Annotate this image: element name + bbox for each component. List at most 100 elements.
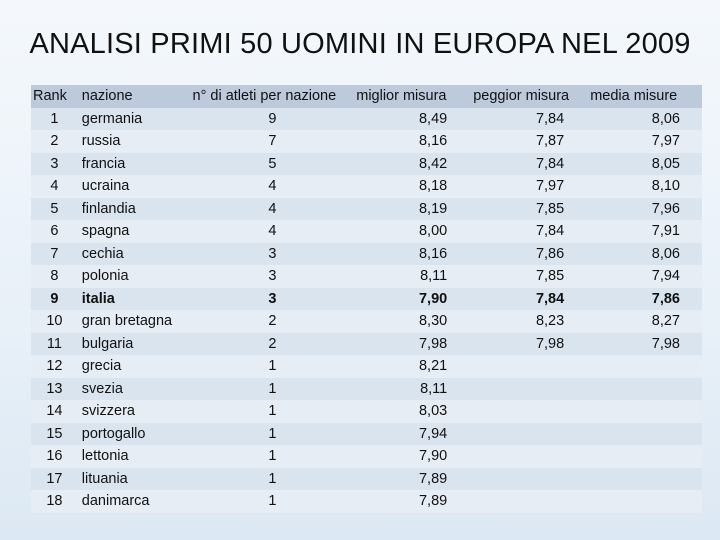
cell-avg (588, 490, 702, 513)
table-row: 6 spagna 4 8,00 7,84 7,91 (31, 220, 702, 243)
cell-nation: danimarca (81, 493, 150, 510)
cell-best: 7,89 (418, 493, 448, 510)
results-table: Rank nazione n° di atleti per nazione mi… (31, 85, 702, 513)
cell-athletes: 2 (268, 335, 277, 352)
cell-rank: 17 (46, 470, 63, 487)
cell-rank: 2 (50, 133, 59, 150)
table-row: 15 portogallo 1 7,94 (31, 422, 702, 446)
cell-rank: 18 (46, 493, 63, 510)
table-row: 1 germania 9 8,49 7,84 8,06 (31, 107, 702, 130)
cell-best: 8,11 (420, 268, 448, 285)
cell-nation: finlandia (81, 200, 136, 217)
table-row: 8 polonia 3 8,11 7,85 7,94 (31, 265, 702, 288)
table-row: 18 danimarca 1 7,89 (31, 490, 702, 513)
cell-avg: 7,96 (651, 200, 680, 217)
cell-nation: italia (81, 290, 115, 307)
cell-nation: bulgaria (81, 335, 134, 352)
table-row: 17 lituania 1 7,89 (31, 467, 702, 491)
header-athletes: n° di atleti per nazione (192, 88, 337, 105)
cell-worst: 7,97 (535, 178, 565, 195)
cell-worst: 8,23 (535, 313, 565, 330)
cell-best: 8,03 (418, 403, 448, 420)
cell-rank: 9 (50, 290, 59, 307)
cell-avg: 7,94 (651, 268, 680, 285)
cell-rank: 16 (46, 448, 63, 465)
table-row: 14 svizzera 1 8,03 (31, 400, 702, 423)
cell-worst: 7,98 (535, 335, 565, 352)
cell-worst (471, 445, 588, 468)
table-row: 2 russia 7 8,16 7,87 7,97 (31, 130, 702, 153)
table-header-row: Rank nazione n° di atleti per nazione mi… (31, 85, 702, 108)
cell-rank: 10 (46, 313, 63, 330)
cell-worst (471, 423, 588, 446)
cell-best: 7,90 (418, 448, 448, 465)
cell-nation: grecia (81, 358, 122, 375)
cell-nation: cechia (81, 245, 124, 262)
cell-rank: 1 (50, 110, 59, 127)
cell-avg: 8,06 (651, 245, 680, 262)
cell-best: 8,42 (418, 155, 448, 172)
cell-avg: 7,91 (651, 223, 680, 240)
cell-best: 8,49 (418, 110, 448, 127)
header-worst: peggior misura (473, 88, 570, 105)
cell-athletes: 3 (268, 245, 277, 262)
cell-worst (471, 355, 588, 378)
cell-avg (588, 423, 702, 446)
cell-worst (471, 490, 588, 513)
cell-avg: 7,98 (651, 335, 680, 352)
cell-best: 8,11 (420, 380, 448, 397)
cell-nation: spagna (81, 223, 130, 240)
table-row: 5 finlandia 4 8,19 7,85 7,96 (31, 197, 702, 220)
cell-avg: 8,05 (651, 155, 680, 172)
cell-worst: 7,85 (535, 200, 565, 217)
cell-athletes: 4 (268, 223, 277, 240)
cell-nation: lettonia (81, 448, 129, 465)
cell-avg (588, 468, 702, 491)
cell-athletes: 1 (268, 358, 277, 375)
cell-worst: 7,85 (535, 268, 565, 285)
cell-athletes: 1 (268, 470, 277, 487)
cell-worst: 7,84 (535, 290, 565, 307)
cell-best: 8,00 (418, 223, 448, 240)
table-row: 11 bulgaria 2 7,98 7,98 7,98 (31, 332, 702, 355)
cell-athletes: 1 (268, 425, 277, 442)
cell-best: 7,90 (418, 290, 448, 307)
cell-worst: 7,84 (535, 223, 565, 240)
cell-worst: 7,84 (535, 110, 565, 127)
cell-best: 8,16 (418, 245, 448, 262)
cell-avg (588, 378, 702, 401)
table-row: 7 cechia 3 8,16 7,86 8,06 (31, 242, 702, 265)
cell-best: 8,19 (418, 200, 448, 217)
cell-athletes: 1 (268, 380, 277, 397)
cell-avg (588, 400, 702, 423)
table-row: 4 ucraina 4 8,18 7,97 8,10 (31, 175, 702, 198)
cell-worst (471, 378, 588, 401)
cell-nation: portogallo (81, 425, 146, 442)
cell-athletes: 9 (268, 110, 277, 127)
cell-athletes: 2 (268, 313, 277, 330)
cell-nation: svizzera (81, 403, 135, 420)
cell-worst: 7,87 (535, 133, 565, 150)
header-rank: Rank (33, 88, 67, 105)
cell-athletes: 4 (268, 178, 277, 195)
cell-athletes: 4 (268, 200, 277, 217)
table-row: 9 italia 3 7,90 7,84 7,86 (31, 287, 702, 310)
cell-rank: 5 (50, 200, 59, 217)
cell-nation: svezia (81, 380, 123, 397)
cell-worst: 7,86 (535, 245, 565, 262)
cell-nation: lituania (81, 470, 128, 487)
table-row: 12 grecia 1 8,21 (31, 355, 702, 378)
table-body: 1 germania 9 8,49 7,84 8,06 2 russia 7 8,16 7,87 7,… (31, 107, 702, 513)
cell-rank: 13 (46, 380, 63, 397)
cell-best: 8,30 (418, 313, 448, 330)
cell-avg: 7,86 (651, 290, 680, 307)
cell-athletes: 7 (268, 133, 277, 150)
page-title: ANALISI PRIMI 50 UOMINI IN EUROPA NEL 20… (29, 28, 691, 60)
cell-athletes: 1 (268, 493, 277, 510)
cell-nation: ucraina (81, 178, 130, 195)
cell-rank: 11 (46, 335, 62, 352)
cell-avg (588, 355, 702, 378)
cell-avg: 8,06 (651, 110, 680, 127)
cell-rank: 12 (46, 358, 63, 375)
cell-worst: 7,84 (535, 155, 565, 172)
